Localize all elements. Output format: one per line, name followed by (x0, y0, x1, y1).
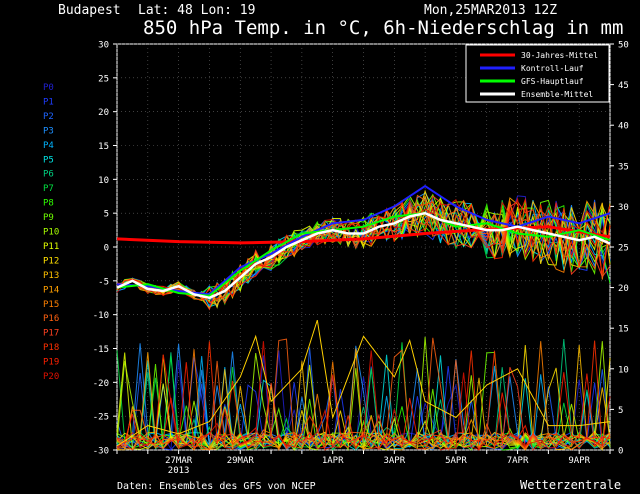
member-label-P17: P17 (43, 329, 59, 339)
y-tick-label-left: 30 (98, 41, 109, 51)
footer-brand: Wetterzentrale (520, 478, 621, 492)
member-label-P6: P6 (43, 170, 54, 180)
member-label-P4: P4 (43, 141, 54, 151)
x-tick-label: 5APR (445, 456, 467, 466)
y-tick-label-left: -25 (93, 413, 109, 423)
precip-max-line (116, 319, 611, 447)
member-label-P12: P12 (43, 256, 59, 266)
member-label-P0: P0 (43, 83, 54, 93)
member-label-P20: P20 (43, 372, 59, 382)
series-line-kontroll-lauf (116, 184, 611, 296)
chart-title: 850 hPa Temp. in °C, 6h-Niederschlag in … (143, 17, 623, 39)
legend: 30-Jahres-Mittel Kontroll-Lauf GFS-Hauptla… (465, 44, 610, 103)
y-tick-label-right: 35 (618, 162, 629, 172)
precipitation-lines (116, 319, 611, 452)
member-label-P2: P2 (43, 112, 54, 122)
y-tick-label-left: 10 (98, 176, 109, 186)
y-tick-label-left: 15 (98, 142, 109, 152)
y-tick-label-right: 15 (618, 325, 629, 335)
y-tick-label-right: 30 (618, 203, 629, 213)
axes: 302520151050-5-10-15-20-25-3050454035302… (93, 41, 629, 477)
header-date: Mon,25MAR2013 12Z (424, 3, 557, 18)
x-tick-label: 29MAR (227, 456, 255, 466)
x-tick-label: 27MAR (165, 456, 193, 466)
y-tick-label-left: 20 (98, 108, 109, 118)
footer-source: Daten: Ensembles des GFS von NCEP (117, 481, 316, 492)
header-location: Budapest (58, 3, 121, 18)
legend-label: GFS-Hauptlauf (521, 77, 584, 86)
y-tick-label-left: -15 (93, 345, 109, 355)
member-label-P5: P5 (43, 155, 54, 165)
y-tick-label-left: -30 (93, 447, 109, 457)
member-labels: P0 P1 P2 P3 P4 P5 P6 P7 P8 P9 P10 P11 P12 P13 P14 P15 P1… (43, 83, 59, 382)
y-tick-label-right: 45 (618, 81, 629, 91)
y-tick-label-right: 0 (618, 447, 623, 457)
member-label-P1: P1 (43, 97, 54, 107)
y-tick-label-left: 0 (104, 244, 109, 254)
legend-label: Kontroll-Lauf (521, 64, 584, 73)
series-line-ensemble-mittel (116, 211, 611, 300)
member-temp-line (116, 197, 611, 301)
member-label-P19: P19 (43, 358, 59, 368)
member-label-P3: P3 (43, 126, 54, 136)
y-tick-label-left: -5 (98, 277, 109, 287)
member-label-P10: P10 (43, 228, 59, 238)
temperature-lines (116, 184, 611, 311)
member-label-P15: P15 (43, 300, 59, 310)
member-precip-line (116, 351, 611, 451)
header-coords: Lat: 48 Lon: 19 (138, 3, 255, 18)
y-tick-label-right: 25 (618, 244, 629, 254)
x-tick-label: 3APR (383, 456, 405, 466)
x-tick-label: 2013 (168, 466, 190, 476)
member-label-P14: P14 (43, 285, 59, 295)
legend-label: 30-Jahres-Mittel (521, 51, 598, 60)
y-tick-label-left: 25 (98, 74, 109, 84)
member-label-P13: P13 (43, 271, 59, 281)
member-label-P7: P7 (43, 184, 54, 194)
y-tick-label-right: 10 (618, 365, 629, 375)
y-tick-label-right: 50 (618, 41, 629, 51)
member-label-P11: P11 (43, 242, 59, 252)
member-temp-line (116, 199, 611, 303)
member-precip-line (116, 341, 611, 451)
y-tick-label-left: -10 (93, 311, 109, 321)
member-label-P18: P18 (43, 343, 59, 353)
legend-label: Ensemble-Mittel (521, 90, 593, 99)
y-tick-label-right: 20 (618, 284, 629, 294)
series-line-30-jahres-mittel (116, 225, 611, 245)
x-tick-label: 7APR (507, 456, 529, 466)
member-label-P8: P8 (43, 199, 54, 209)
x-tick-label: 9APR (568, 456, 590, 466)
y-tick-label-left: 5 (104, 210, 109, 220)
member-label-P9: P9 (43, 213, 54, 223)
x-tick-label: 1APR (322, 456, 344, 466)
y-tick-label-right: 40 (618, 122, 629, 132)
y-tick-label-left: -20 (93, 379, 109, 389)
y-tick-label-right: 5 (618, 406, 623, 416)
member-label-P16: P16 (43, 314, 59, 324)
